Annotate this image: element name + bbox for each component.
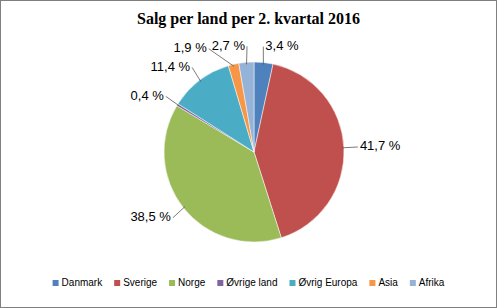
legend-swatch (114, 280, 120, 286)
legend-item: Norge (169, 277, 206, 288)
leader-line (342, 147, 358, 149)
leader-line (173, 207, 185, 218)
data-label: 38,5 % (130, 209, 171, 224)
legend-item: Sverige (114, 277, 157, 288)
chart-frame (1, 1, 497, 308)
data-label: 11,4 % (151, 59, 191, 74)
leader-line (192, 67, 201, 81)
data-label: 0,4 % (131, 88, 165, 103)
legend-label: Øvrig Europa (298, 277, 357, 288)
leader-line (166, 96, 179, 105)
legend-swatch (53, 280, 59, 286)
pie-slice (239, 62, 254, 152)
data-label: 1,9 % (174, 40, 208, 55)
legend-swatch (217, 280, 223, 286)
data-labels: 3,4 % 41,7 % 38,5 % 0,4 % 11,4 % 1,9 % 2,7 % (130, 38, 400, 224)
legend-item: Asia (369, 277, 398, 288)
legend-item: Øvrig Europa (289, 277, 357, 288)
chart: Salg per land per 2. kvartal 2016 3,4 % 41… (0, 0, 497, 308)
data-label: 2,7 % (212, 38, 246, 53)
legend-label: Danmark (62, 277, 104, 288)
legend-swatch (369, 280, 375, 286)
legend-label: Norge (178, 277, 206, 288)
data-label: 3,4 % (265, 38, 299, 53)
legend-swatch (289, 280, 295, 286)
legend-label: Afrika (419, 277, 445, 288)
legend-label: Øvrige land (226, 277, 277, 288)
legend-item: Afrika (410, 277, 445, 288)
legend-label: Asia (378, 277, 398, 288)
leader-line (263, 47, 264, 65)
legend-item: Øvrige land (217, 277, 277, 288)
data-label: 41,7 % (360, 138, 401, 153)
leader-line (209, 49, 234, 67)
leader-line (246, 46, 247, 64)
pie (164, 62, 344, 242)
legend-swatch (410, 280, 416, 286)
chart-title: Salg per land per 2. kvartal 2016 (137, 10, 360, 28)
legend: Danmark Sverige Norge Øvrige land Øvrig Euro… (53, 277, 445, 288)
legend-item: Danmark (53, 277, 104, 288)
legend-swatch (169, 280, 175, 286)
legend-label: Sverige (123, 277, 157, 288)
